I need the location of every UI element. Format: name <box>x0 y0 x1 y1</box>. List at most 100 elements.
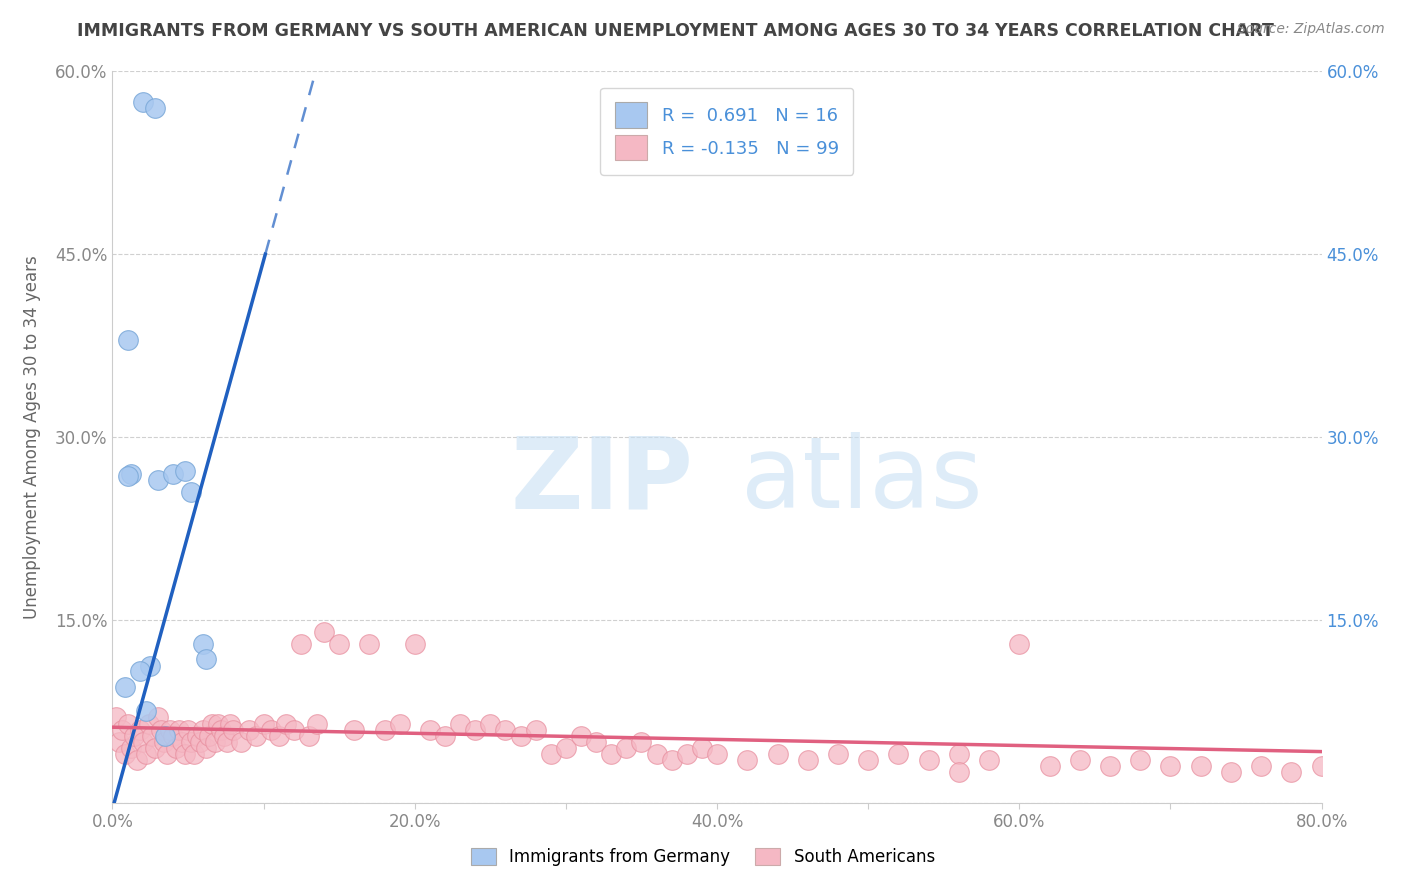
Point <box>170 735 193 749</box>
Point <box>159 723 181 737</box>
Point <box>120 467 142 481</box>
Point <box>1008 637 1031 651</box>
Point <box>138 716 160 731</box>
Point <box>253 716 276 731</box>
Point <box>180 485 202 500</box>
Point <box>146 710 169 724</box>
Point <box>104 710 127 724</box>
Point <box>143 101 166 115</box>
Y-axis label: Unemployment Among Ages 30 to 34 years: Unemployment Among Ages 30 to 34 years <box>24 255 41 619</box>
Point <box>1250 759 1272 773</box>
Point <box>139 659 162 673</box>
Point <box>238 723 260 737</box>
Point <box>183 747 205 761</box>
Point <box>214 729 236 743</box>
Point <box>177 723 200 737</box>
Point <box>1279 765 1302 780</box>
Point <box>180 735 202 749</box>
Point <box>149 723 172 737</box>
Point <box>114 680 136 694</box>
Point <box>219 716 242 731</box>
Point <box>132 95 155 109</box>
Point <box>706 747 728 761</box>
Point <box>359 637 381 651</box>
Point <box>132 735 155 749</box>
Point <box>117 716 139 731</box>
Point <box>464 723 486 737</box>
Point <box>191 723 214 737</box>
Point <box>374 723 396 737</box>
Point <box>1159 759 1181 773</box>
Point <box>162 729 184 743</box>
Point <box>569 729 592 743</box>
Point <box>796 753 818 767</box>
Point <box>195 740 218 755</box>
Point <box>155 729 177 743</box>
Point <box>120 740 142 755</box>
Point <box>110 723 132 737</box>
Point <box>1098 759 1121 773</box>
Point <box>174 747 197 761</box>
Point <box>125 753 148 767</box>
Point <box>948 765 970 780</box>
Point <box>918 753 941 767</box>
Point <box>524 723 547 737</box>
Point <box>165 740 187 755</box>
Point <box>585 735 607 749</box>
Point <box>948 747 970 761</box>
Point <box>449 716 471 731</box>
Point <box>630 735 652 749</box>
Point <box>209 723 232 737</box>
Text: atlas: atlas <box>741 433 983 530</box>
Point <box>328 637 350 651</box>
Legend: R =  0.691   N = 16, R = -0.135   N = 99: R = 0.691 N = 16, R = -0.135 N = 99 <box>600 87 853 175</box>
Point <box>540 747 562 761</box>
Point <box>107 735 129 749</box>
Point <box>977 753 1000 767</box>
Point <box>114 747 136 761</box>
Point <box>298 729 321 743</box>
Point <box>616 740 638 755</box>
Point <box>204 735 226 749</box>
Point <box>188 735 211 749</box>
Point <box>162 467 184 481</box>
Point <box>117 333 139 347</box>
Point <box>661 753 683 767</box>
Point <box>122 729 145 743</box>
Point <box>419 723 441 737</box>
Point <box>766 747 789 761</box>
Point <box>260 723 283 737</box>
Point <box>1220 765 1243 780</box>
Point <box>404 637 426 651</box>
Point <box>495 723 517 737</box>
Point <box>1129 753 1152 767</box>
Point <box>600 747 623 761</box>
Point <box>283 723 305 737</box>
Text: Source: ZipAtlas.com: Source: ZipAtlas.com <box>1237 22 1385 37</box>
Point <box>143 740 166 755</box>
Point <box>153 735 176 749</box>
Point <box>290 637 312 651</box>
Point <box>146 473 169 487</box>
Point <box>201 716 224 731</box>
Point <box>229 735 252 749</box>
Point <box>554 740 576 755</box>
Text: IMMIGRANTS FROM GERMANY VS SOUTH AMERICAN UNEMPLOYMENT AMONG AGES 30 TO 34 YEARS: IMMIGRANTS FROM GERMANY VS SOUTH AMERICA… <box>77 22 1274 40</box>
Point <box>128 723 150 737</box>
Point <box>509 729 531 743</box>
Point <box>117 469 139 483</box>
Point <box>135 747 157 761</box>
Point <box>198 729 221 743</box>
Point <box>276 716 298 731</box>
Legend: Immigrants from Germany, South Americans: Immigrants from Germany, South Americans <box>463 840 943 875</box>
Point <box>887 747 910 761</box>
Point <box>1310 759 1333 773</box>
Point <box>479 716 502 731</box>
Point <box>827 747 849 761</box>
Point <box>222 723 245 737</box>
Point <box>314 625 336 640</box>
Point <box>388 716 411 731</box>
Point <box>645 747 668 761</box>
Point <box>305 716 328 731</box>
Point <box>1189 759 1212 773</box>
